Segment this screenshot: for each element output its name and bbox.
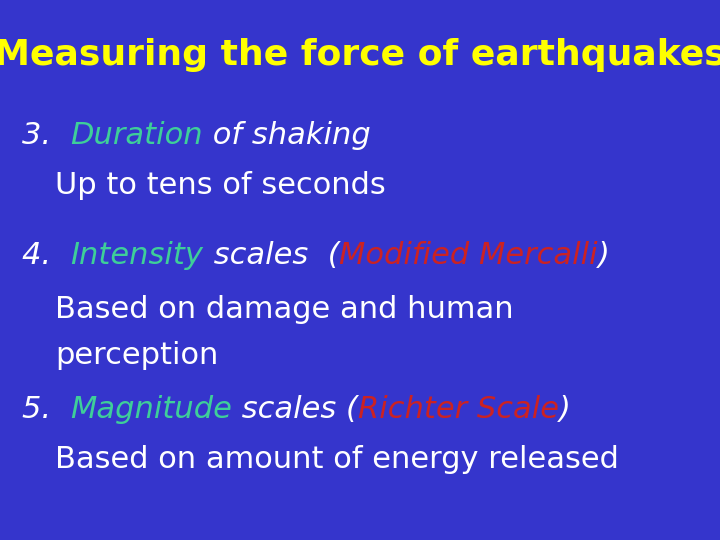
Text: Measuring the force of earthquakes: Measuring the force of earthquakes (0, 38, 720, 72)
Text: Intensity: Intensity (71, 240, 204, 269)
Text: Duration: Duration (71, 120, 203, 150)
Text: ): ) (598, 240, 610, 269)
Text: scales (: scales ( (233, 395, 359, 424)
Text: 3.: 3. (22, 120, 71, 150)
Text: 4.: 4. (22, 240, 71, 269)
Text: 5.: 5. (22, 395, 71, 424)
Text: Richter Scale: Richter Scale (359, 395, 559, 424)
Text: Based on damage and human: Based on damage and human (55, 295, 513, 325)
Text: Magnitude: Magnitude (71, 395, 233, 424)
Text: scales  (: scales ( (204, 240, 339, 269)
Text: ): ) (559, 395, 571, 424)
Text: Based on amount of energy released: Based on amount of energy released (55, 446, 619, 475)
Text: perception: perception (55, 341, 218, 369)
Text: Up to tens of seconds: Up to tens of seconds (55, 171, 386, 199)
Text: of shaking: of shaking (203, 120, 371, 150)
Text: Modified Mercalli: Modified Mercalli (339, 240, 598, 269)
